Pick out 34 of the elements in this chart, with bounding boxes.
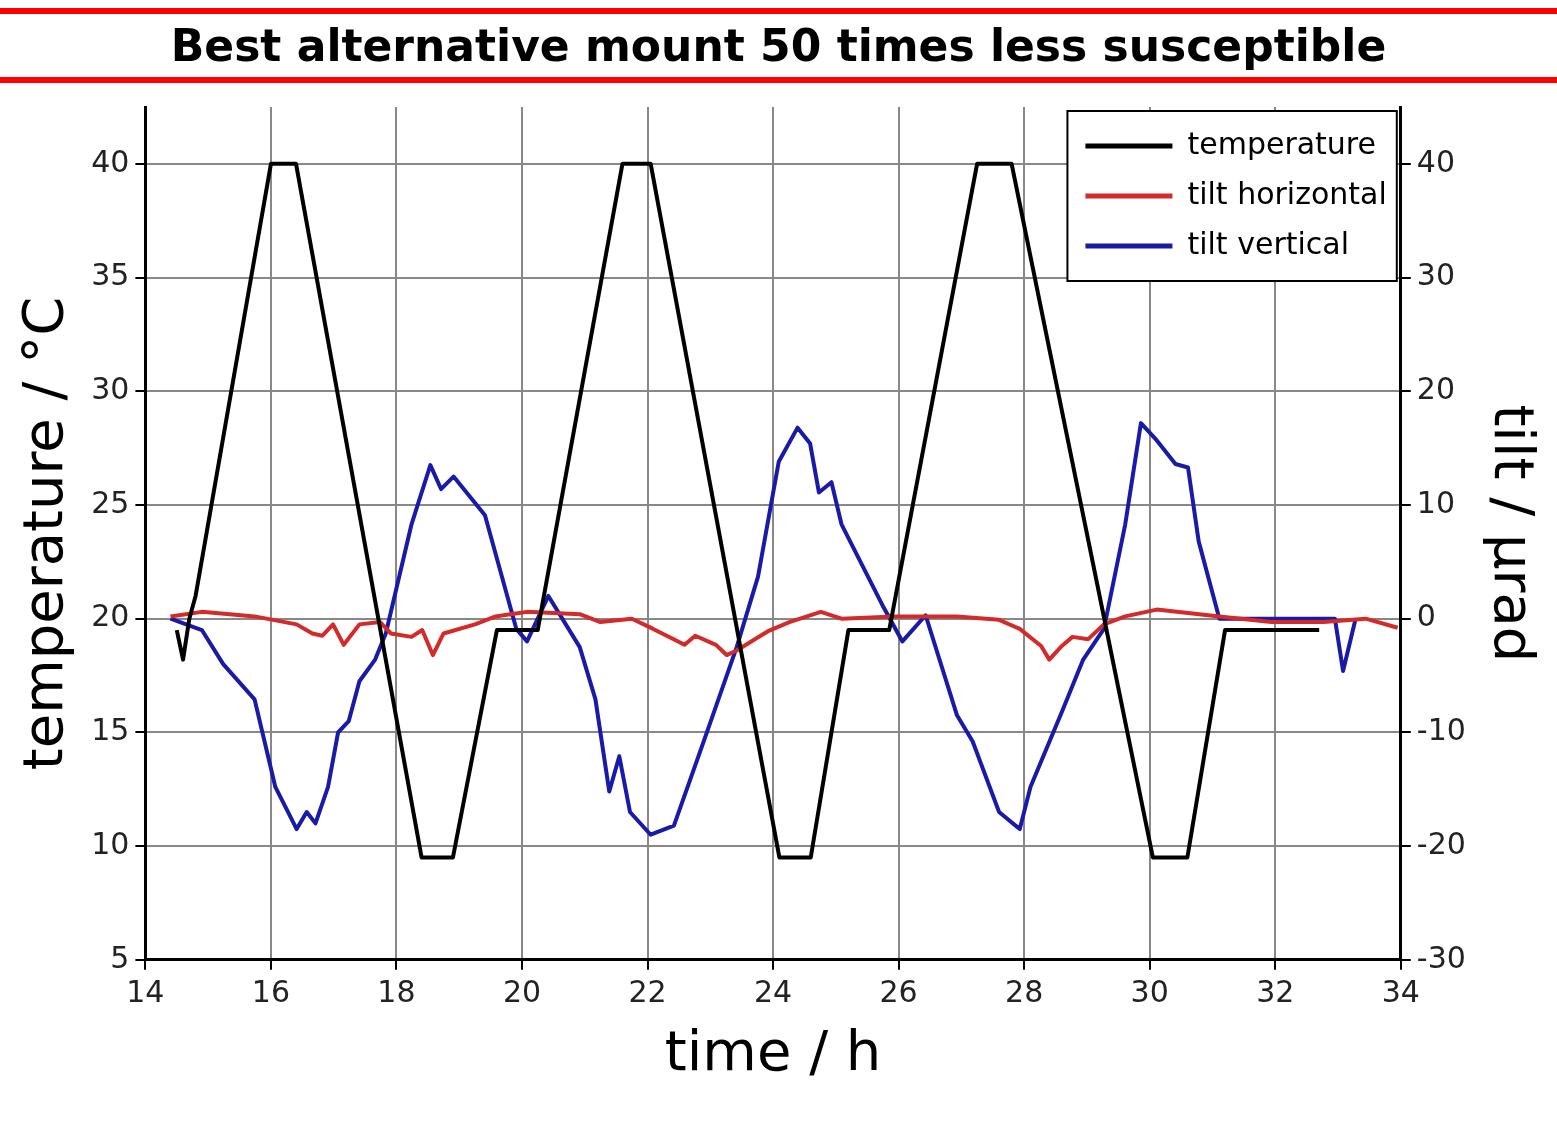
legend-label: tilt horizontal [1187, 175, 1387, 211]
x-tick-label: 14 [126, 973, 165, 1009]
x-tick-label: 20 [502, 973, 542, 1009]
y2-tick-label: -10 [1416, 712, 1466, 748]
y-tick-label: 10 [91, 825, 130, 861]
y2-tick-label: 20 [1416, 371, 1455, 407]
y2-tick-label: 30 [1416, 257, 1455, 293]
y-tick-label: 40 [91, 143, 130, 179]
y2-axis-title: tilt / µrad [1481, 404, 1547, 663]
text: Best alternative mount 50 times less susceptible [0, 8, 1557, 83]
y2-tick-label: -20 [1416, 825, 1466, 861]
x-axis-title: time / h [664, 1017, 882, 1083]
x-tick-label: 22 [628, 973, 667, 1009]
x-tick-label: 30 [1130, 973, 1169, 1009]
x-tick-label: 32 [1256, 973, 1295, 1009]
y-tick-label: 25 [91, 484, 130, 520]
x-tick-label: 18 [377, 973, 416, 1009]
y-axis-title: temperature / °C [10, 296, 76, 771]
y-tick-label: 15 [91, 712, 130, 748]
x-tick-label: 26 [879, 973, 918, 1009]
x-tick-label: 28 [1005, 973, 1044, 1009]
y2-tick-label: 40 [1416, 143, 1455, 179]
y-tick-label: 20 [91, 598, 130, 634]
legend-label: tilt vertical [1187, 225, 1350, 261]
y2-tick-label: 0 [1416, 598, 1436, 634]
y-tick-label: 30 [91, 371, 130, 407]
y-tick-label: 35 [91, 257, 130, 293]
y2-tick-label: -30 [1416, 939, 1466, 975]
x-tick-label: 16 [251, 973, 291, 1009]
x-tick-label: 34 [1381, 973, 1420, 1009]
y2-tick-label: 10 [1416, 484, 1455, 520]
legend-label: temperature [1187, 125, 1377, 161]
x-tick-label: 24 [753, 973, 793, 1009]
y-tick-label: 5 [110, 939, 130, 975]
